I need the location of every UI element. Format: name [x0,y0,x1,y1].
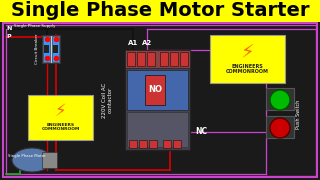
Bar [42,35,60,63]
Bar [0,0,320,22]
Circle shape [270,90,290,110]
Bar [139,140,147,148]
Bar [127,112,188,147]
Text: ⚡: ⚡ [55,102,66,120]
Text: A2: A2 [142,40,152,46]
Ellipse shape [12,148,52,172]
Bar [28,95,93,140]
Circle shape [270,118,290,138]
Bar [129,140,137,148]
Text: NC: NC [195,127,207,136]
Text: N: N [6,26,12,31]
Bar [147,52,155,66]
Text: ENGINEERS
COMMONROOM: ENGINEERS COMMONROOM [41,123,80,131]
Text: Circuit Breaker: Circuit Breaker [35,34,39,64]
Bar [170,52,178,66]
Bar [266,88,294,110]
Text: Single Phase Motor: Single Phase Motor [8,154,46,158]
Bar [145,75,165,105]
Bar [127,70,188,110]
Text: NO: NO [148,86,162,94]
Bar [44,45,49,53]
Bar [3,23,317,177]
Bar [266,116,294,138]
Bar [160,52,168,66]
Bar [125,50,190,150]
Bar [125,50,190,68]
Bar [42,152,57,168]
Bar [149,140,157,148]
Text: Push Switch: Push Switch [296,99,301,129]
Bar [137,52,145,66]
Text: Single Phase Motor Starter: Single Phase Motor Starter [11,1,309,21]
Bar [53,45,58,53]
Bar [127,52,135,66]
Text: ⚡: ⚡ [241,44,254,62]
Text: P: P [6,34,11,39]
Bar [52,36,59,62]
Bar [210,35,285,83]
Bar [180,52,188,66]
Text: A1: A1 [128,40,138,46]
Text: 220V Coil AC
contactor: 220V Coil AC contactor [102,82,112,118]
Text: Single Phase Supply: Single Phase Supply [14,24,55,28]
Bar [43,36,50,62]
Text: ENGINEERS
COMMONROOM: ENGINEERS COMMONROOM [226,64,269,74]
Bar [173,140,181,148]
Bar [163,140,171,148]
